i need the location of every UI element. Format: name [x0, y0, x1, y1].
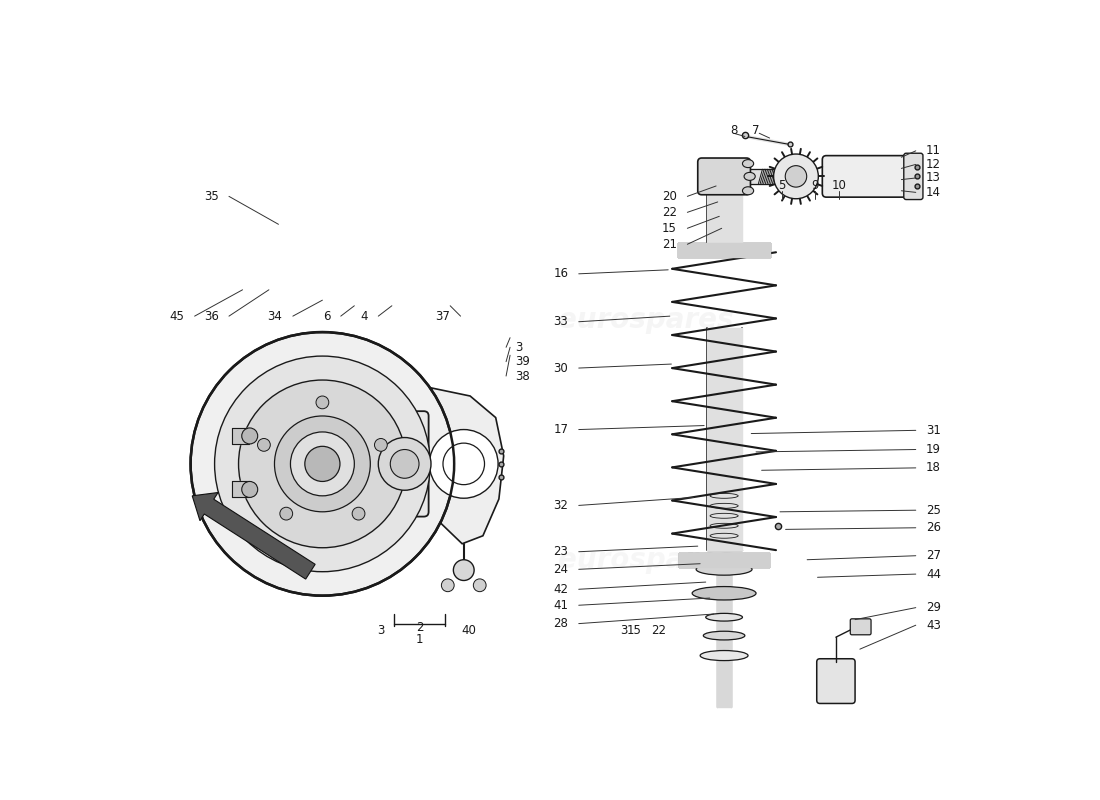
- Circle shape: [453, 560, 474, 581]
- Circle shape: [239, 380, 406, 548]
- Text: eurospares: eurospares: [263, 482, 438, 510]
- Circle shape: [242, 428, 257, 444]
- FancyBboxPatch shape: [823, 156, 913, 197]
- Circle shape: [257, 438, 271, 451]
- Text: 44: 44: [926, 567, 942, 581]
- Text: 19: 19: [926, 443, 942, 456]
- Text: 32: 32: [553, 499, 569, 512]
- Text: 42: 42: [553, 582, 569, 596]
- Text: 14: 14: [926, 186, 942, 199]
- Text: 1: 1: [416, 633, 424, 646]
- Ellipse shape: [700, 650, 748, 661]
- Circle shape: [214, 356, 430, 572]
- Text: 26: 26: [926, 522, 942, 534]
- Circle shape: [374, 438, 387, 451]
- FancyBboxPatch shape: [381, 411, 429, 517]
- Circle shape: [785, 166, 806, 187]
- Text: 11: 11: [926, 144, 942, 158]
- Text: 39: 39: [516, 355, 530, 368]
- Text: 21: 21: [662, 238, 676, 250]
- Text: 33: 33: [553, 315, 569, 328]
- Ellipse shape: [744, 172, 756, 180]
- Text: 10: 10: [832, 179, 847, 193]
- FancyBboxPatch shape: [697, 158, 750, 194]
- Text: 2: 2: [416, 621, 424, 634]
- FancyArrow shape: [192, 493, 316, 579]
- Ellipse shape: [290, 368, 434, 560]
- Text: 31: 31: [926, 424, 940, 437]
- Text: eurospares: eurospares: [558, 546, 734, 574]
- Text: 36: 36: [204, 310, 219, 322]
- Circle shape: [441, 579, 454, 592]
- Ellipse shape: [696, 563, 752, 575]
- Text: 3: 3: [377, 623, 384, 637]
- Text: 17: 17: [553, 423, 569, 436]
- Text: 28: 28: [553, 617, 569, 630]
- Circle shape: [305, 446, 340, 482]
- Text: 43: 43: [926, 618, 940, 632]
- Circle shape: [290, 432, 354, 496]
- FancyBboxPatch shape: [816, 658, 855, 703]
- Text: eurospares: eurospares: [558, 306, 734, 334]
- Text: 13: 13: [926, 171, 940, 185]
- Text: 16: 16: [553, 267, 569, 280]
- Text: 6: 6: [323, 310, 330, 322]
- Circle shape: [279, 507, 293, 520]
- Ellipse shape: [742, 160, 754, 168]
- Text: 40: 40: [461, 623, 476, 637]
- Text: 12: 12: [926, 158, 942, 171]
- Text: 34: 34: [267, 310, 283, 322]
- Circle shape: [242, 482, 257, 498]
- Circle shape: [429, 430, 498, 498]
- Text: 37: 37: [436, 310, 450, 322]
- Text: 15: 15: [662, 222, 676, 234]
- Text: 7: 7: [752, 123, 760, 137]
- Text: 27: 27: [926, 550, 942, 562]
- Ellipse shape: [706, 614, 743, 621]
- Circle shape: [390, 450, 419, 478]
- Circle shape: [275, 416, 371, 512]
- Text: 5: 5: [778, 179, 785, 193]
- Text: 29: 29: [926, 601, 942, 614]
- Ellipse shape: [742, 186, 754, 194]
- Text: 18: 18: [926, 462, 940, 474]
- Text: 15: 15: [626, 623, 641, 637]
- Ellipse shape: [692, 586, 756, 600]
- Text: 9: 9: [812, 179, 818, 193]
- Ellipse shape: [703, 631, 745, 640]
- Polygon shape: [432, 388, 504, 544]
- Circle shape: [773, 154, 818, 198]
- Text: 20: 20: [662, 190, 676, 203]
- Text: 3: 3: [516, 341, 522, 354]
- Circle shape: [473, 579, 486, 592]
- Text: 8: 8: [730, 123, 737, 137]
- Text: 23: 23: [553, 546, 569, 558]
- Circle shape: [352, 507, 365, 520]
- Text: 25: 25: [926, 504, 940, 517]
- Text: 30: 30: [553, 362, 569, 374]
- Circle shape: [378, 438, 431, 490]
- Text: 41: 41: [553, 598, 569, 612]
- Circle shape: [190, 332, 454, 596]
- Text: 3: 3: [619, 623, 627, 637]
- Text: 4: 4: [361, 310, 367, 322]
- Text: 22: 22: [651, 623, 667, 637]
- Text: 45: 45: [169, 310, 184, 322]
- Text: 35: 35: [204, 190, 219, 203]
- Text: 24: 24: [553, 563, 569, 576]
- FancyBboxPatch shape: [904, 154, 923, 199]
- Text: 38: 38: [516, 370, 530, 382]
- Circle shape: [316, 396, 329, 409]
- FancyBboxPatch shape: [850, 619, 871, 634]
- Text: 22: 22: [662, 206, 676, 219]
